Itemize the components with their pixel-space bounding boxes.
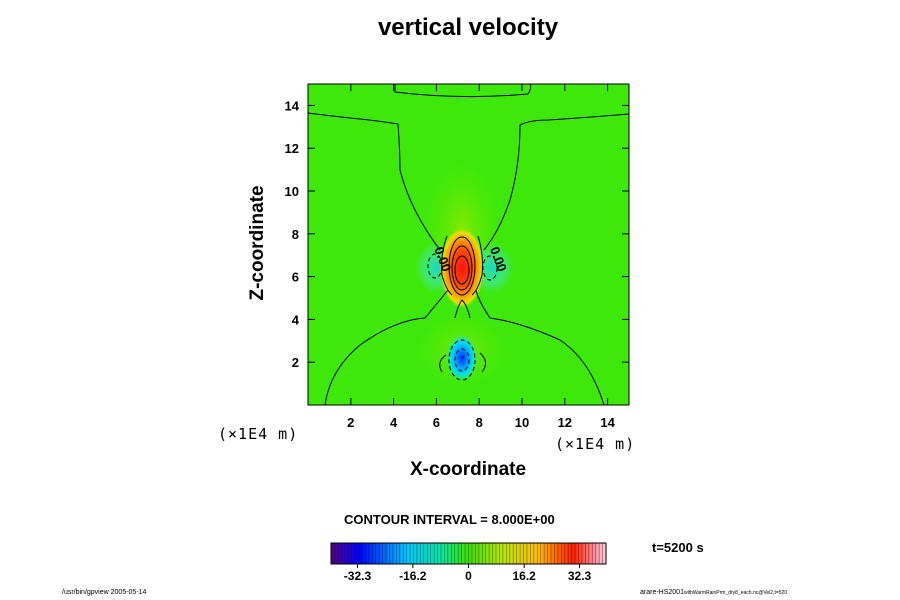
zero-contour-right-lower xyxy=(475,289,605,405)
colorbar-tick-label-0: -32.3 xyxy=(344,569,372,583)
y-tick-label-8: 8 xyxy=(292,227,299,242)
zero-contour-left-lower xyxy=(324,289,449,405)
x-tick-label-8: 8 xyxy=(476,415,483,430)
colorbar-tick-label-2: 0 xyxy=(465,569,472,583)
y-tick-label-4: 4 xyxy=(292,312,300,327)
colorbar-tick-label-4: 32.3 xyxy=(568,569,592,583)
x-tick-label-6: 6 xyxy=(433,415,440,430)
y-tick-label-6: 6 xyxy=(292,270,299,285)
zero-contour-top xyxy=(394,84,532,98)
x-axis-label: X-coordinate xyxy=(409,459,527,480)
updraft-contour-2 xyxy=(451,245,473,291)
plot-frame xyxy=(307,83,630,406)
zero-contour-stem xyxy=(454,299,471,319)
x-tick-label-2: 2 xyxy=(347,415,354,430)
y-tick-label-12: 12 xyxy=(285,141,299,156)
side-right-dashed-contour xyxy=(482,255,498,281)
footer-file: arare-HS2001withWarmRainPrm_dry8_each.nc… xyxy=(640,589,787,596)
zero-contour-right-lobe xyxy=(471,235,483,296)
downdraft-shade xyxy=(446,334,478,382)
lower-right-contour xyxy=(479,352,486,373)
zero-contour-tropopause-right xyxy=(483,113,629,251)
side-left-dashed-contour xyxy=(427,253,443,279)
x-tick-label-14: 14 xyxy=(600,415,615,430)
y-tick-label-14: 14 xyxy=(285,98,300,113)
downdraft-dashed-contour-1 xyxy=(448,339,476,381)
y-axis-label: Z-coordinate xyxy=(247,185,268,301)
contour-interval: CONTOUR INTERVAL = 8.000E+00 xyxy=(344,512,555,527)
lower-left-contour xyxy=(439,354,447,373)
y-tick-label-10: 10 xyxy=(285,184,299,199)
x-tick-label-10: 10 xyxy=(515,415,529,430)
footer-command: /usr/bin/gpview 2005-05-14 xyxy=(62,589,147,596)
footer-file-detail: withWarmRainPrm_dry8_each.nc@Vel2,t=520 xyxy=(683,590,788,596)
y-tick-label-2: 2 xyxy=(292,355,299,370)
colorbar-tick-label-1: -16.2 xyxy=(399,569,427,583)
updraft-contour-1 xyxy=(448,236,476,296)
updraft-contour-3 xyxy=(454,255,470,285)
zero-contour-left-lobe xyxy=(441,235,453,296)
colorbar-tick-label-3: 16.2 xyxy=(513,569,537,583)
time-label: t=5200 s xyxy=(652,540,704,555)
downdraft-dashed-contour-2 xyxy=(454,348,470,372)
x-tick-label-12: 12 xyxy=(558,415,572,430)
x-unit-label: (×1E4 m) xyxy=(555,435,636,453)
zero-contour-tropopause xyxy=(308,112,441,251)
updraft-shade xyxy=(440,228,484,308)
footer-file-main: arare-HS2001 xyxy=(640,589,684,596)
x-tick-label-4: 4 xyxy=(390,415,398,430)
chart-title: vertical velocity xyxy=(377,14,559,41)
z-unit-label: (×1E4 m) xyxy=(218,425,299,443)
